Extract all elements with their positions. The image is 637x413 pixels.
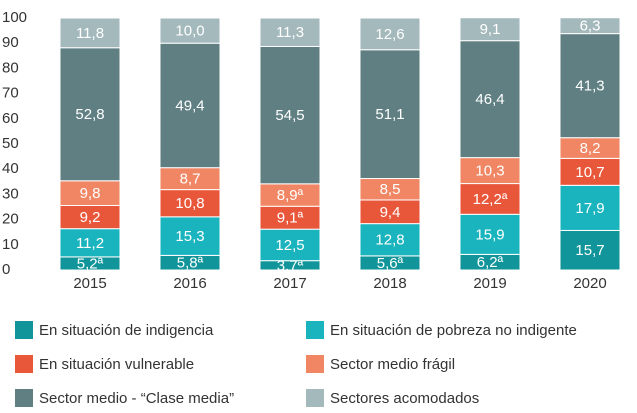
bar-segment xyxy=(259,17,321,47)
data-label: 6,2ª xyxy=(477,254,504,271)
bar-segment xyxy=(559,33,621,139)
bar-segment xyxy=(559,17,621,35)
bar-segment xyxy=(59,228,121,258)
data-label: 9,1ª xyxy=(277,210,304,227)
bar-segment xyxy=(459,17,521,42)
bar-segment xyxy=(459,157,521,185)
data-label: 10,8 xyxy=(175,195,204,212)
data-label: 10,3 xyxy=(475,163,504,180)
data-label: 49,4 xyxy=(175,97,204,114)
x-tick-label: 2020 xyxy=(573,275,606,292)
bar-segment xyxy=(59,17,121,49)
bar-segment xyxy=(559,229,621,271)
data-label: 6,3 xyxy=(580,18,601,35)
data-label: 11,2 xyxy=(76,235,104,252)
data-label: 51,1 xyxy=(375,106,404,123)
data-label: 8,9ª xyxy=(277,187,304,204)
data-label: 10,7 xyxy=(575,164,604,181)
y-tick-label: 70 xyxy=(2,85,19,102)
bar-segment xyxy=(159,17,221,44)
x-tick-label: 2019 xyxy=(473,275,506,292)
data-label: 12,8 xyxy=(375,232,404,249)
legend-swatch xyxy=(306,355,324,373)
legend-label: Sectores acomodados xyxy=(330,390,479,407)
x-tick-label: 2015 xyxy=(73,275,106,292)
legend-swatch xyxy=(15,389,33,407)
legend-swatch xyxy=(306,321,324,339)
data-label: 15,7 xyxy=(575,242,604,259)
data-label: 12,5 xyxy=(275,237,304,254)
data-label: 5,2ª xyxy=(77,255,104,272)
y-tick-label: 50 xyxy=(2,135,19,152)
legend-label: En situación de pobreza no indigente xyxy=(330,322,577,339)
data-label: 9,4 xyxy=(380,204,401,221)
y-tick-label: 100 xyxy=(2,9,27,26)
y-tick-label: 30 xyxy=(2,185,19,202)
data-label: 46,4 xyxy=(475,91,504,108)
data-label: 12,6 xyxy=(375,26,404,43)
bar-segment xyxy=(359,223,421,257)
legend-swatch xyxy=(306,389,324,407)
data-label: 52,8 xyxy=(75,106,104,123)
data-label: 3,7ª xyxy=(277,257,304,274)
y-tick-label: 40 xyxy=(2,160,19,177)
data-label: 11,8 xyxy=(76,25,104,42)
data-label: 15,3 xyxy=(175,228,204,245)
y-tick-label: 60 xyxy=(2,110,19,127)
legend-label: En situación de indigencia xyxy=(39,322,214,339)
data-label: 12,2ª xyxy=(473,191,508,208)
data-label: 17,9 xyxy=(575,200,604,217)
legend-swatch xyxy=(15,355,33,373)
x-tick-label: 2018 xyxy=(373,275,406,292)
bar-segment xyxy=(459,213,521,255)
data-label: 5,6ª xyxy=(377,255,404,272)
y-tick-label: 10 xyxy=(2,236,19,253)
data-label: 5,8ª xyxy=(177,255,204,272)
bar-segment xyxy=(59,47,121,182)
x-tick-label: 2017 xyxy=(273,275,306,292)
legend-label: Sector medio frágil xyxy=(330,356,455,373)
y-tick-label: 20 xyxy=(2,211,19,228)
data-label: 15,9 xyxy=(475,226,504,243)
x-tick-label: 2016 xyxy=(173,275,206,292)
y-tick-label: 0 xyxy=(2,261,10,278)
bar-segment xyxy=(359,49,421,180)
data-label: 9,2 xyxy=(80,209,101,226)
data-label: 8,7 xyxy=(180,171,201,188)
data-label: 8,5 xyxy=(380,181,401,198)
data-label: 54,5 xyxy=(275,107,304,124)
bar-segment xyxy=(159,189,221,218)
data-label: 11,3 xyxy=(276,24,304,41)
legend-label: Sector medio - “Clase media” xyxy=(39,390,234,407)
bar-segment xyxy=(359,17,421,51)
data-label: 10,0 xyxy=(175,23,204,40)
y-tick-label: 90 xyxy=(2,34,19,51)
bar-segment xyxy=(159,42,221,169)
bar-segment xyxy=(259,228,321,262)
data-label: 41,3 xyxy=(575,78,604,95)
legend-swatch xyxy=(15,321,33,339)
bar-segment xyxy=(59,180,121,206)
legend-label: En situación vulnerable xyxy=(39,356,194,373)
data-label: 9,8 xyxy=(80,185,101,202)
bar-segment xyxy=(459,40,521,159)
data-label: 8,2 xyxy=(580,140,601,157)
y-tick-label: 80 xyxy=(2,59,19,76)
data-label: 9,1 xyxy=(480,21,501,38)
